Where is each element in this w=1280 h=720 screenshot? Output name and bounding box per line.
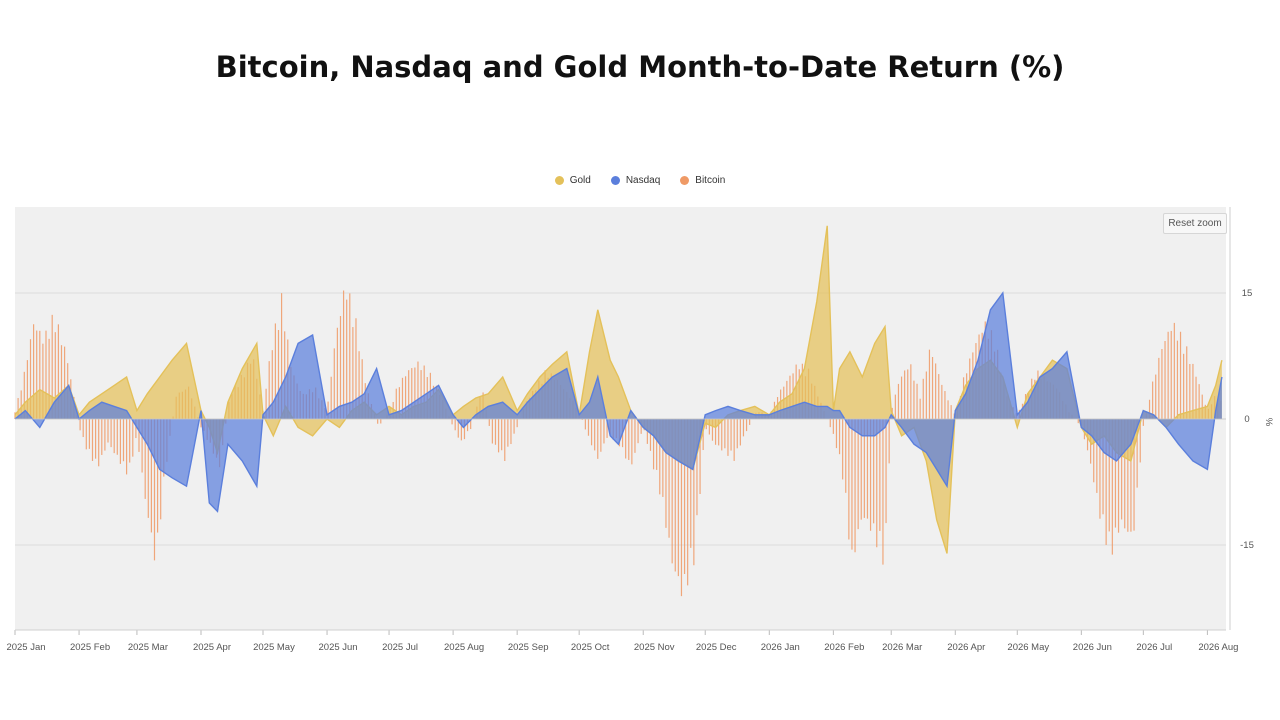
nasdaq-line xyxy=(14,291,1223,513)
legend-item-gold[interactable]: Gold xyxy=(554,175,591,186)
x-tick-label: 2025 Mar xyxy=(128,642,168,653)
chart-title: Bitcoin, Nasdaq and Gold Month-to-Date R… xyxy=(215,50,1065,84)
x-tick-label: 2026 Jun xyxy=(1073,642,1112,653)
x-tick-label: 2025 Jul xyxy=(382,642,418,653)
legend-item-bitcoin[interactable]: Bitcoin xyxy=(680,175,725,186)
x-tick-label: 2025 Feb xyxy=(70,642,110,653)
legend-label: Nasdaq xyxy=(625,175,661,186)
legend-marker-icon xyxy=(554,176,564,185)
gold-area xyxy=(15,225,1222,554)
x-tick-label: 2025 May xyxy=(253,642,295,653)
x-tick-label: 2026 Jul xyxy=(1136,642,1172,653)
x-tick-label: 2025 Aug xyxy=(444,642,484,653)
chart-legend: Gold Nasdaq Bitcoin xyxy=(0,175,1280,186)
legend-marker-icon xyxy=(610,176,620,185)
nasdaq-series xyxy=(14,291,1223,513)
x-tick-label: 2025 Nov xyxy=(634,642,675,653)
x-tick-label: 2026 Aug xyxy=(1198,642,1238,653)
x-tick-label: 2026 Apr xyxy=(947,642,985,653)
legend-item-nasdaq[interactable]: Nasdaq xyxy=(610,175,661,186)
y-tick-label: 15 xyxy=(1242,288,1253,299)
x-tick-label: 2025 Dec xyxy=(696,642,737,653)
x-tick-label: 2026 Feb xyxy=(824,642,864,653)
x-tick-label: 2025 Apr xyxy=(193,642,231,653)
x-tick-label: 2025 Jan xyxy=(6,642,45,653)
nasdaq-area xyxy=(15,293,1222,512)
legend-marker-icon xyxy=(680,176,690,185)
x-tick-label: 2026 Jan xyxy=(761,642,800,653)
x-tick-label: 2026 May xyxy=(1007,642,1049,653)
x-tick-label: 2025 Sep xyxy=(508,642,549,653)
x-tick-label: 2025 Oct xyxy=(571,642,610,653)
x-tick-label: 2025 Jun xyxy=(319,642,358,653)
legend-label: Bitcoin xyxy=(695,175,726,186)
reset-zoom-button[interactable]: Reset zoom xyxy=(1163,213,1227,234)
y-axis-label: % xyxy=(1263,418,1274,427)
y-tick-label: 0 xyxy=(1244,414,1249,425)
x-tick-label: 2026 Mar xyxy=(882,642,922,653)
legend-label: Gold xyxy=(569,175,591,186)
y-tick-label: -15 xyxy=(1240,540,1254,551)
